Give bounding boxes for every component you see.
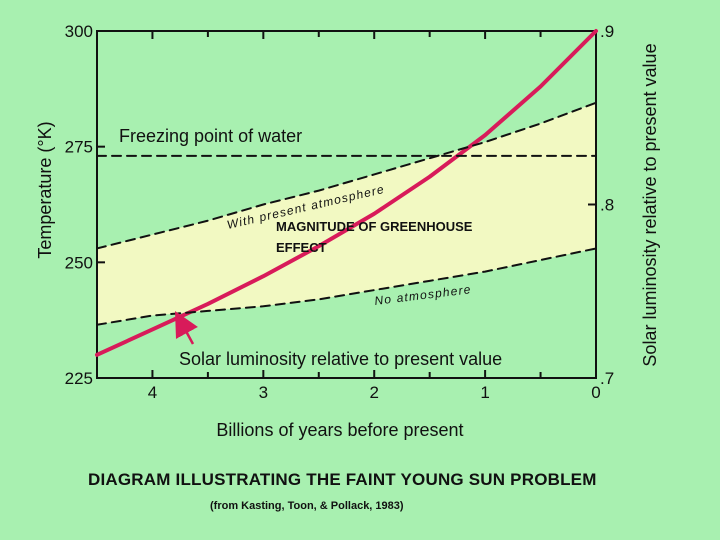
x-tick-label-3: 3 [259, 383, 268, 402]
y-left-tick-label-275: 275 [65, 138, 93, 157]
x-tick-label-4: 4 [148, 383, 157, 402]
freezing-point-label: Freezing point of water [119, 126, 302, 146]
greenhouse-effect-region [97, 102, 596, 325]
x-axis-label: Billions of years before present [216, 420, 463, 440]
y-right-tick-label-.8: .8 [600, 196, 614, 215]
x-tick-label-2: 2 [369, 383, 378, 402]
greenhouse-label-line2: EFFECT [276, 240, 327, 255]
y-axis-right-label: Solar luminosity relative to present val… [640, 43, 660, 366]
y-right-tick-label-.9: .9 [600, 22, 614, 41]
y-right-tick-label-.7: .7 [600, 369, 614, 388]
series-line-with-present-atmosphere [96, 101, 597, 250]
solar-luminosity-annotation: Solar luminosity relative to present val… [179, 349, 502, 369]
tick-marks [97, 30, 597, 379]
x-tick-label-1: 1 [480, 383, 489, 402]
greenhouse-label-line1: MAGNITUDE OF GREENHOUSE [276, 219, 473, 234]
diagram-source: (from Kasting, Toon, & Pollack, 1983) [210, 500, 404, 512]
tick-labels: 4 3 2 1 0 300 275 250 225 .9 .8 .7 [65, 22, 615, 402]
y-axis-left-label: Temperature (°K) [35, 121, 55, 258]
y-left-tick-label-250: 250 [65, 253, 93, 272]
diagram-title: DIAGRAM ILLUSTRATING THE FAINT YOUNG SUN… [88, 470, 597, 489]
x-tick-label-0: 0 [591, 383, 600, 402]
y-left-tick-label-225: 225 [65, 369, 93, 388]
y-left-tick-label-300: 300 [65, 22, 93, 41]
crossing-arrow [175, 311, 198, 345]
